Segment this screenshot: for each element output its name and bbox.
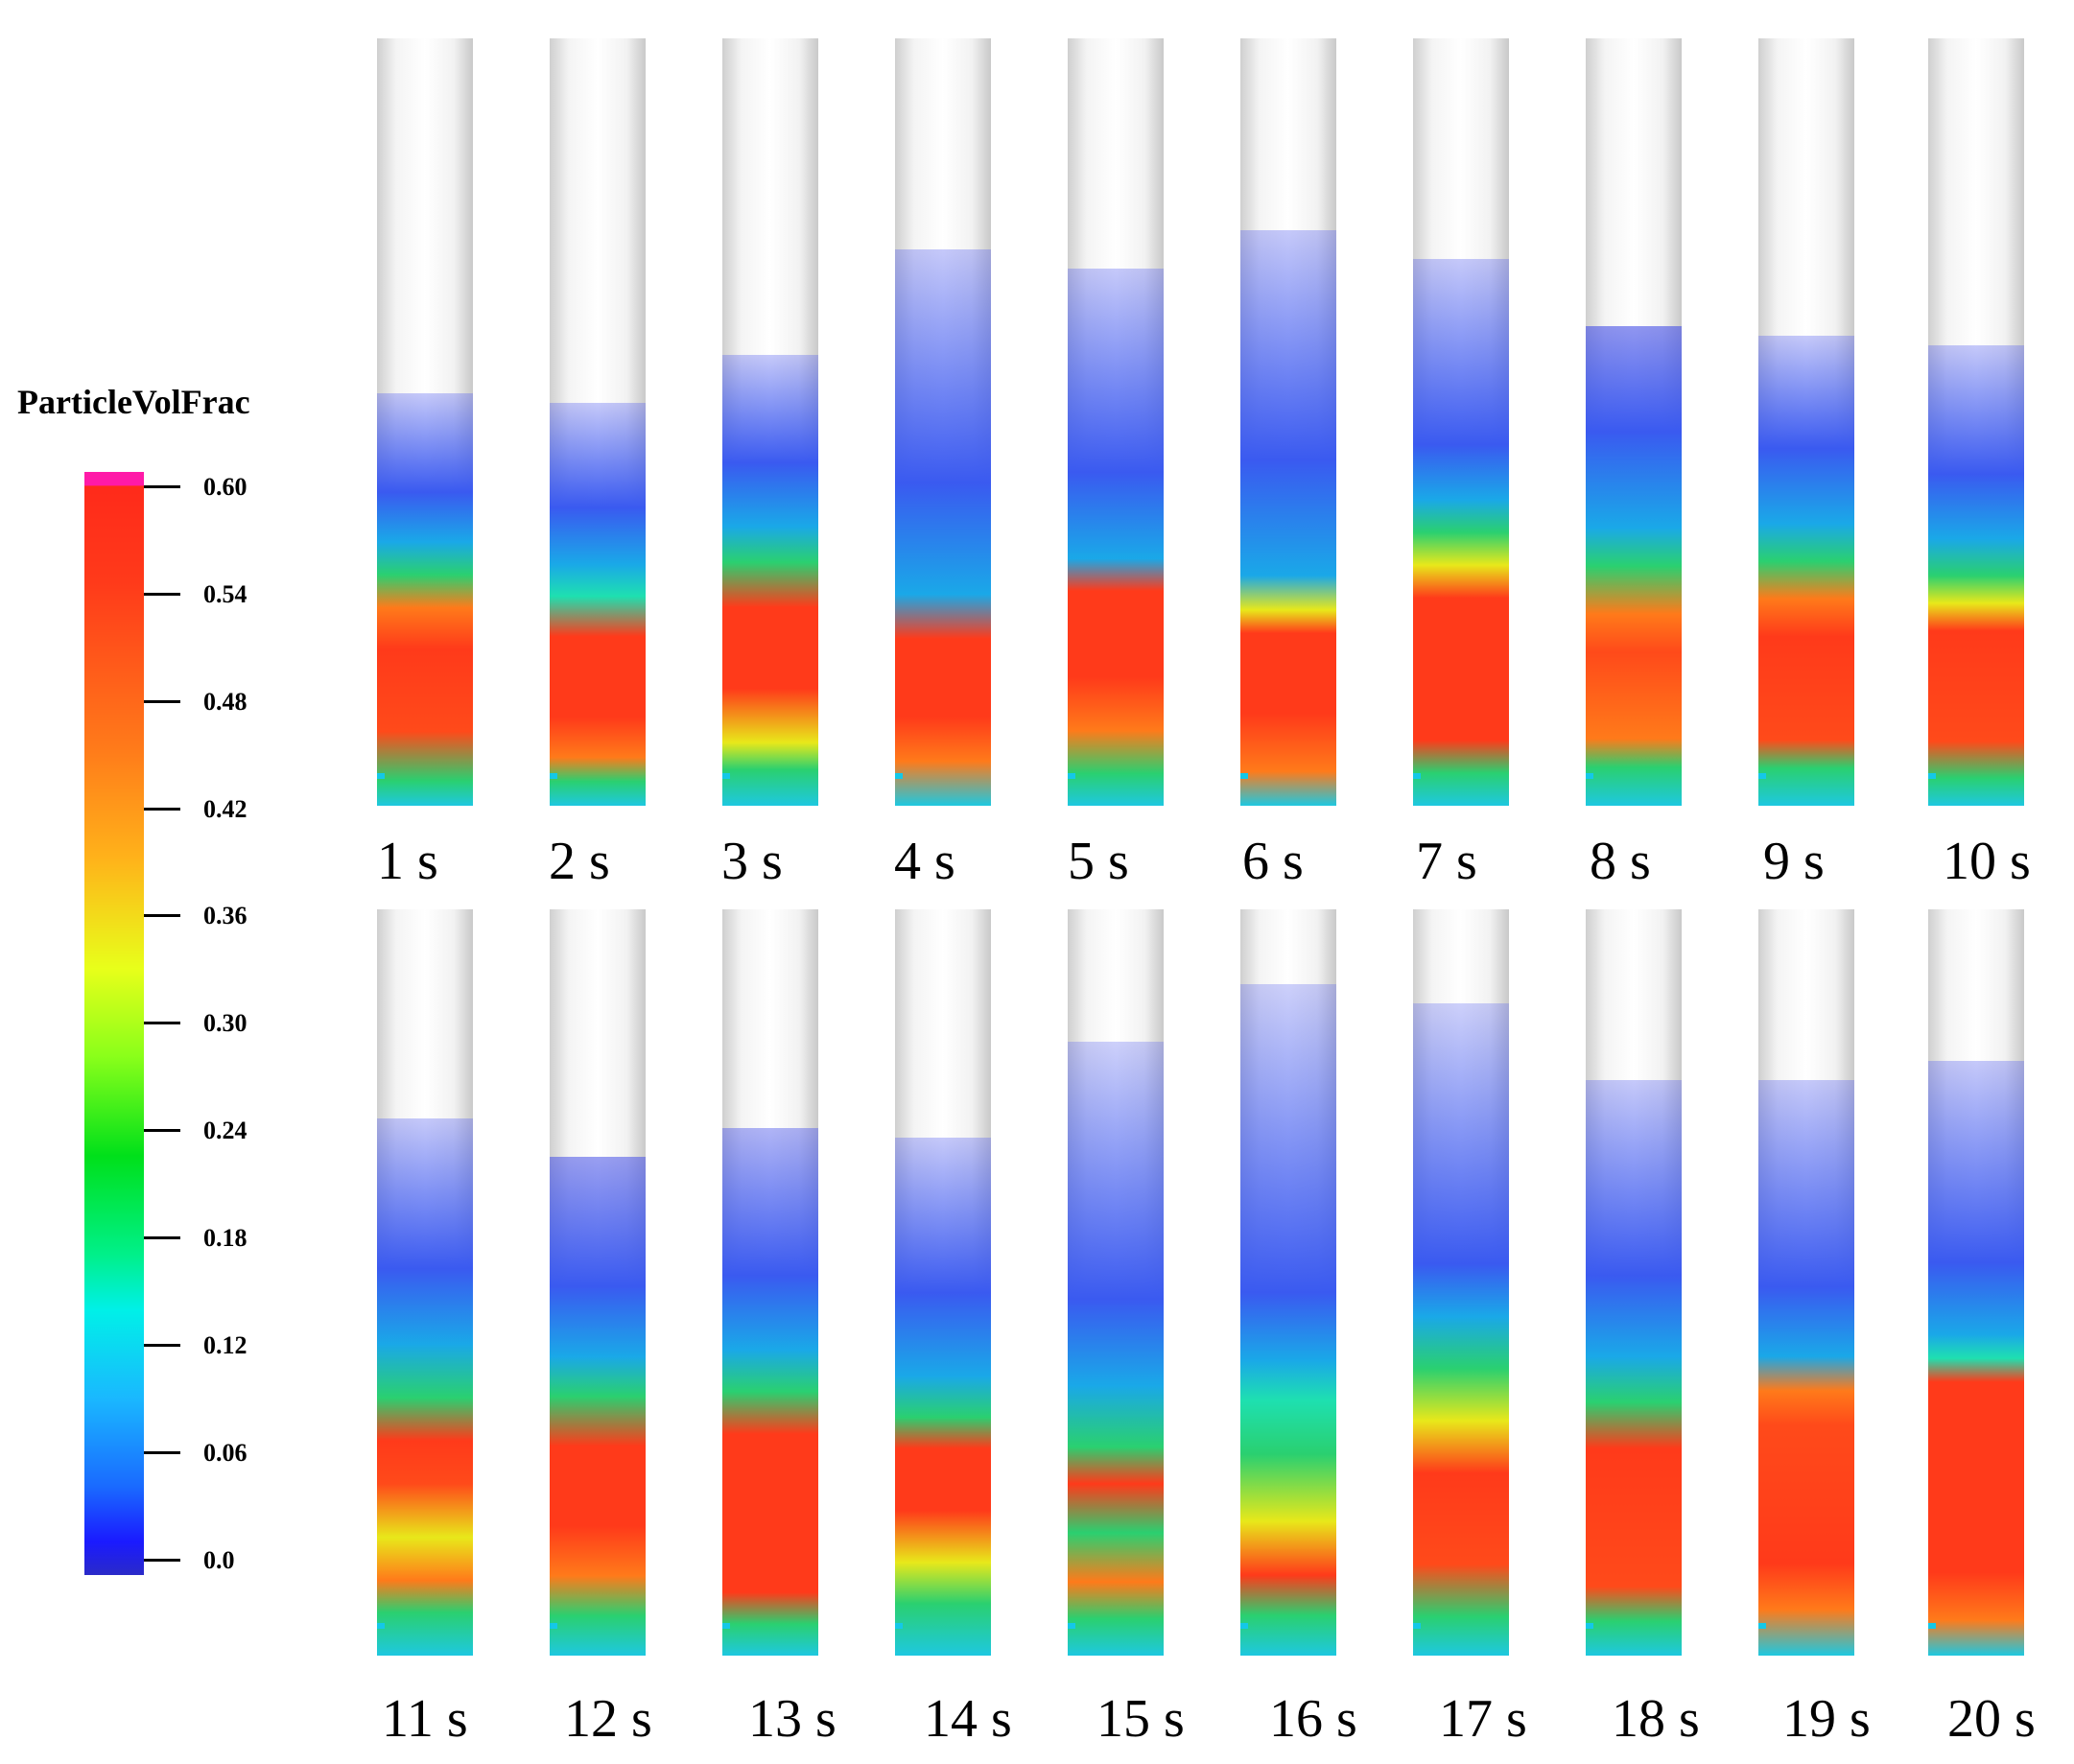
colorbar-label: 0.30 (203, 1009, 247, 1037)
colorbar-tick (144, 1022, 180, 1024)
colorbar-title: ParticleVolFrac (17, 383, 250, 421)
fluidized-bed-column (1240, 909, 1336, 1656)
colorbar-tick (144, 593, 180, 596)
time-label: 4 s (894, 832, 955, 891)
time-label: 15 s (1096, 1689, 1185, 1749)
colorbar-tick (144, 700, 180, 703)
time-label: 11 s (382, 1689, 468, 1749)
fluidized-bed-column (1068, 909, 1164, 1656)
time-label: 14 s (924, 1689, 1012, 1749)
fluidized-bed-column (895, 909, 991, 1656)
colorbar-tick (144, 914, 180, 917)
time-label: 1 s (377, 832, 438, 891)
fluidized-bed-column (895, 38, 991, 806)
colorbar-tick (144, 1451, 180, 1454)
time-label: 19 s (1782, 1689, 1871, 1749)
colorbar-label: 0.06 (203, 1439, 247, 1467)
fluidized-bed-column (1240, 38, 1336, 806)
time-label: 12 s (564, 1689, 652, 1749)
fluidized-bed-column (722, 38, 818, 806)
fluidized-bed-column (1068, 38, 1164, 806)
time-label: 6 s (1242, 832, 1304, 891)
time-label: 5 s (1068, 832, 1129, 891)
time-label: 10 s (1943, 832, 2031, 891)
colorbar-label: 0.60 (203, 473, 247, 501)
colorbar-label: 0.54 (203, 580, 247, 608)
fluidized-bed-column (1586, 38, 1682, 806)
colorbar-tick (144, 1559, 180, 1562)
fluidized-bed-column (377, 38, 473, 806)
time-label: 17 s (1439, 1689, 1527, 1749)
colorbar-label: 0.0 (203, 1546, 235, 1574)
fluidized-bed-column (1413, 909, 1509, 1656)
time-label: 20 s (1947, 1689, 2036, 1749)
colorbar-tick (144, 1344, 180, 1347)
fluidized-bed-column (550, 909, 646, 1656)
time-label: 2 s (549, 832, 610, 891)
colorbar-label: 0.12 (203, 1331, 247, 1359)
time-label: 9 s (1763, 832, 1825, 891)
fluidized-bed-column (1586, 909, 1682, 1656)
colorbar-label: 0.24 (203, 1117, 247, 1144)
colorbar-gradient (84, 472, 144, 1575)
colorbar-label: 0.42 (203, 795, 247, 823)
time-label: 18 s (1612, 1689, 1700, 1749)
time-label: 16 s (1269, 1689, 1357, 1749)
fluidized-bed-column (1413, 38, 1509, 806)
colorbar-tick (144, 808, 180, 811)
fluidized-bed-column (1758, 38, 1854, 806)
colorbar-label: 0.18 (203, 1224, 247, 1252)
colorbar-tick (144, 1236, 180, 1239)
fluidized-bed-column (1928, 38, 2024, 806)
colorbar-tick (144, 1129, 180, 1132)
fluidized-bed-column (550, 38, 646, 806)
fluidized-bed-column (722, 909, 818, 1656)
time-label: 3 s (721, 832, 783, 891)
colorbar-label: 0.36 (203, 902, 247, 929)
fluidized-bed-column (1758, 909, 1854, 1656)
time-label: 13 s (748, 1689, 837, 1749)
colorbar-tick (144, 485, 180, 488)
fluidized-bed-column (1928, 909, 2024, 1656)
time-label: 7 s (1416, 832, 1477, 891)
fluidized-bed-column (377, 909, 473, 1656)
colorbar-label: 0.48 (203, 688, 247, 716)
time-label: 8 s (1590, 832, 1651, 891)
